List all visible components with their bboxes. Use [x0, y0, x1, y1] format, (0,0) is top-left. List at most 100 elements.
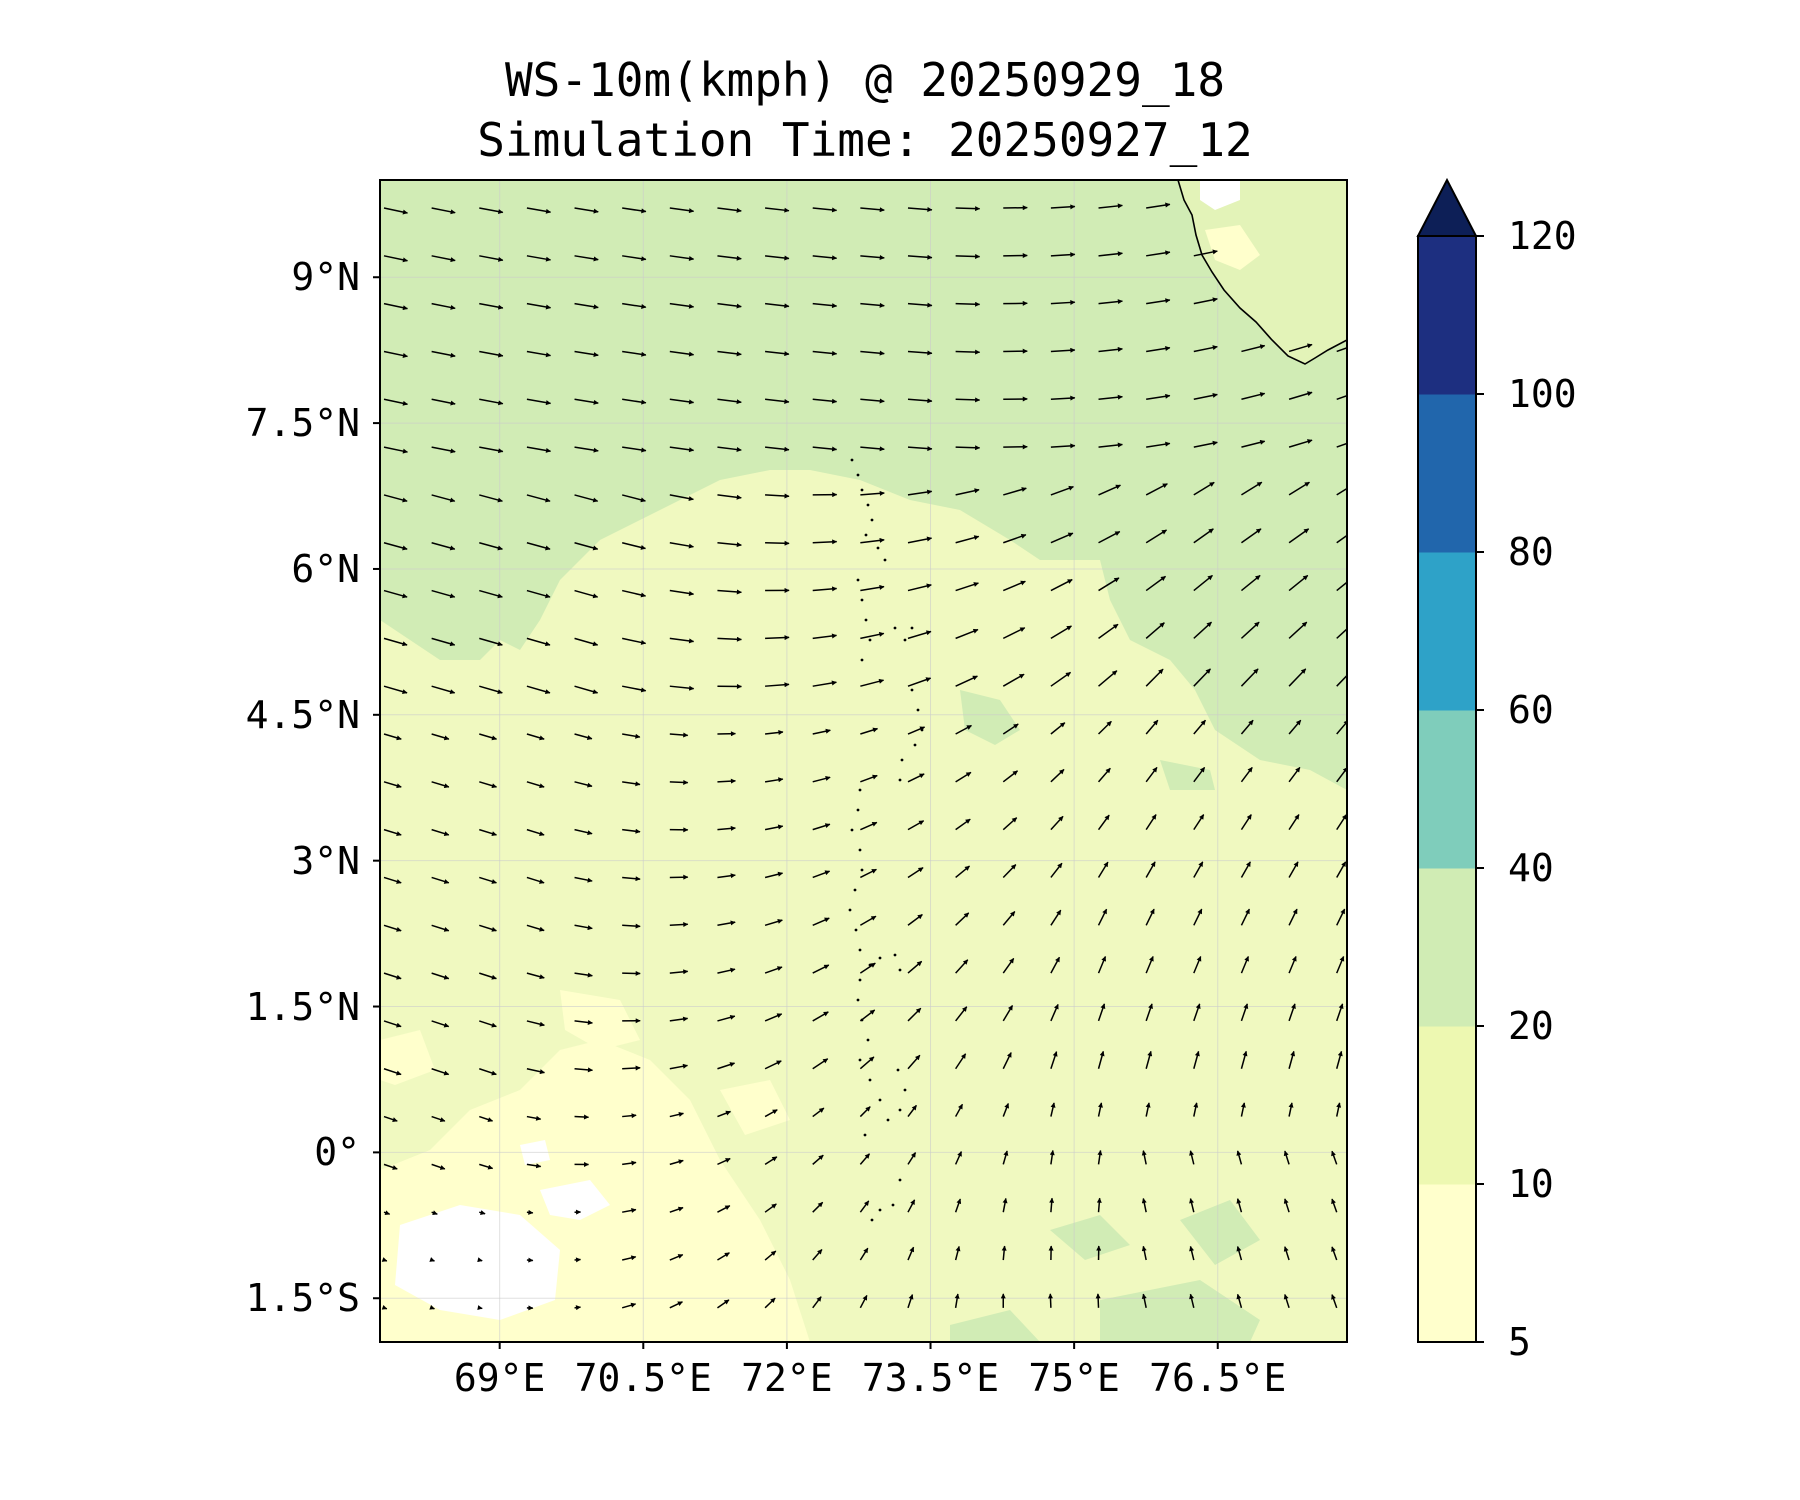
wind-vector	[1240, 908, 1251, 926]
wind-vector	[383, 685, 408, 695]
wind-vector	[1240, 1050, 1248, 1069]
atoll-dot	[858, 788, 862, 792]
wind-vector	[907, 446, 933, 452]
field-20-40-patch	[1100, 1280, 1260, 1342]
wind-vector	[954, 1245, 961, 1261]
wind-vector	[622, 398, 647, 405]
wind-vector	[669, 969, 689, 975]
wind-vector	[1003, 533, 1027, 544]
lat-label: 9°N	[291, 255, 360, 300]
map-frame	[379, 179, 1348, 1343]
atoll-dot	[860, 488, 864, 492]
wind-vector	[1050, 395, 1076, 401]
wind-vector	[1331, 1294, 1338, 1309]
wind-vector	[669, 1254, 684, 1261]
wind-vector	[1098, 484, 1121, 496]
wind-vector	[717, 967, 736, 974]
wind-vector	[717, 494, 742, 500]
wind-vector	[812, 728, 831, 735]
lat-label: 6°N	[291, 546, 360, 591]
colorbar-label: 40	[1508, 846, 1554, 890]
atoll-dot	[913, 743, 917, 747]
wind-vector	[1288, 814, 1300, 831]
wind-vector	[1050, 299, 1076, 305]
wind-vector	[622, 446, 647, 453]
wind-vector	[383, 207, 408, 215]
wind-vector	[1002, 770, 1018, 783]
wind-vector	[669, 446, 695, 453]
atoll-dot	[856, 808, 860, 812]
wind-vector	[526, 685, 551, 695]
wind-vector	[574, 542, 599, 551]
wind-vector	[717, 1062, 736, 1070]
colorbar-segment	[1418, 710, 1476, 869]
colorbar-segment	[1418, 236, 1476, 395]
wind-vector	[479, 446, 504, 454]
wind-vector	[812, 398, 838, 404]
wind-vector	[1288, 1003, 1296, 1022]
wind-vector	[479, 781, 497, 789]
wind-vector	[907, 583, 932, 592]
lon-label: 73.5°E	[861, 1356, 1000, 1400]
wind-vector	[431, 398, 456, 406]
wind-vector	[1001, 1245, 1007, 1261]
atoll-dot	[858, 978, 862, 982]
wind-vector	[429, 1257, 435, 1262]
wind-vector	[383, 1068, 402, 1076]
wind-vector	[1098, 299, 1123, 305]
lon-tick-marks	[498, 1342, 1219, 1349]
wind-vector	[574, 350, 599, 358]
wind-vector	[431, 255, 456, 263]
wind-vector	[526, 1068, 545, 1075]
wind-vector	[907, 630, 932, 640]
wind-vector	[383, 637, 408, 647]
wind-vector	[764, 1250, 777, 1261]
wind-vector	[526, 1209, 534, 1215]
wind-vector	[907, 206, 933, 212]
colorbar-label: 5	[1508, 1320, 1531, 1364]
wind-vector	[1097, 1050, 1105, 1069]
wind-vector	[1193, 766, 1206, 783]
wind-vector	[479, 637, 503, 647]
wind-vector	[1050, 532, 1074, 544]
atoll-dot	[883, 558, 887, 562]
wind-vector	[764, 446, 790, 452]
wind-vector	[1336, 347, 1347, 353]
wind-vector	[955, 253, 981, 259]
wind-vector	[859, 1056, 875, 1070]
wind-vector	[431, 350, 456, 358]
atoll-dot	[893, 626, 897, 630]
wind-vector	[1288, 719, 1302, 735]
wind-vector	[1288, 621, 1308, 639]
wind-vector	[764, 1013, 783, 1022]
wind-vector	[1240, 956, 1250, 974]
field-lt10-patch	[560, 990, 640, 1050]
wind-vector	[860, 774, 878, 783]
wind-vector	[431, 542, 456, 551]
wind-vector	[717, 1252, 730, 1261]
wind-vector	[669, 302, 695, 309]
wind-vector	[526, 302, 552, 310]
atoll-dot	[910, 688, 914, 692]
wind-vector	[764, 350, 790, 357]
wind-vector	[479, 589, 503, 599]
wind-vector	[1336, 442, 1347, 448]
field-20-40-patch	[960, 690, 1020, 745]
wind-vector	[431, 494, 456, 503]
wind-vector	[383, 255, 408, 263]
wind-vector	[812, 1248, 823, 1261]
lat-label: 4.5°N	[245, 692, 360, 737]
wind-vector	[955, 206, 981, 212]
colorbar-segment	[1418, 1026, 1476, 1185]
wind-vector	[431, 207, 456, 215]
wind-vector	[1288, 956, 1297, 974]
lat-label: 1.5°N	[245, 984, 360, 1029]
wind-vector	[764, 919, 783, 927]
wind-vector	[955, 488, 980, 496]
wind-vector	[955, 301, 981, 307]
wind-vector	[812, 917, 830, 926]
wind-vector	[907, 677, 932, 687]
wind-vector	[1283, 1150, 1290, 1165]
wind-vector	[669, 685, 695, 691]
